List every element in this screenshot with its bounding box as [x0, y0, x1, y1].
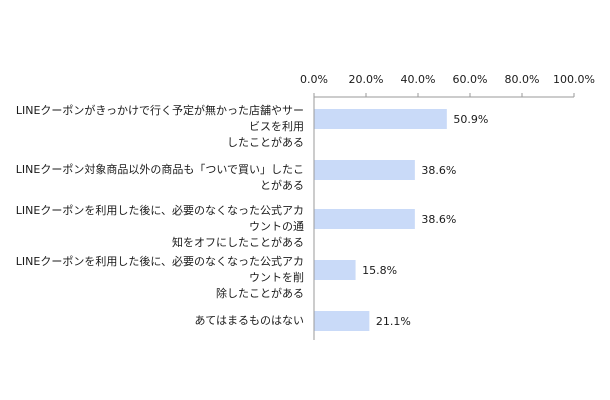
x-tick-label: 40.0%	[401, 73, 436, 86]
bar	[314, 109, 447, 129]
category-label: LINEクーポンを利用した後に、必要のなくなった公式アカウントを削 除したことが…	[15, 255, 304, 300]
bar	[314, 311, 370, 331]
category-label: LINEクーポンを利用した後に、必要のなくなった公式アカウントの通 知をオフにし…	[15, 204, 304, 249]
data-label: 38.6%	[421, 213, 456, 226]
x-tick-label: 20.0%	[349, 73, 384, 86]
category-label: あてはまるものはない	[194, 314, 304, 327]
bar	[314, 209, 415, 229]
bar	[314, 260, 356, 280]
category-label: LINEクーポン対象商品以外の商品も「ついで買い」したことがある	[15, 163, 304, 192]
data-label: 15.8%	[362, 264, 397, 277]
data-label: 38.6%	[421, 164, 456, 177]
x-tick-label: 60.0%	[453, 73, 488, 86]
category-label: LINEクーポンがきっかけで行く予定が無かった店舗やサービスを利用 したことがあ…	[15, 104, 304, 149]
data-label: 21.1%	[376, 315, 411, 328]
x-tick-label: 100.0%	[553, 73, 595, 86]
bar	[314, 160, 415, 180]
data-label: 50.9%	[453, 113, 488, 126]
x-tick-label: 0.0%	[300, 73, 328, 86]
x-tick-label: 80.0%	[505, 73, 540, 86]
